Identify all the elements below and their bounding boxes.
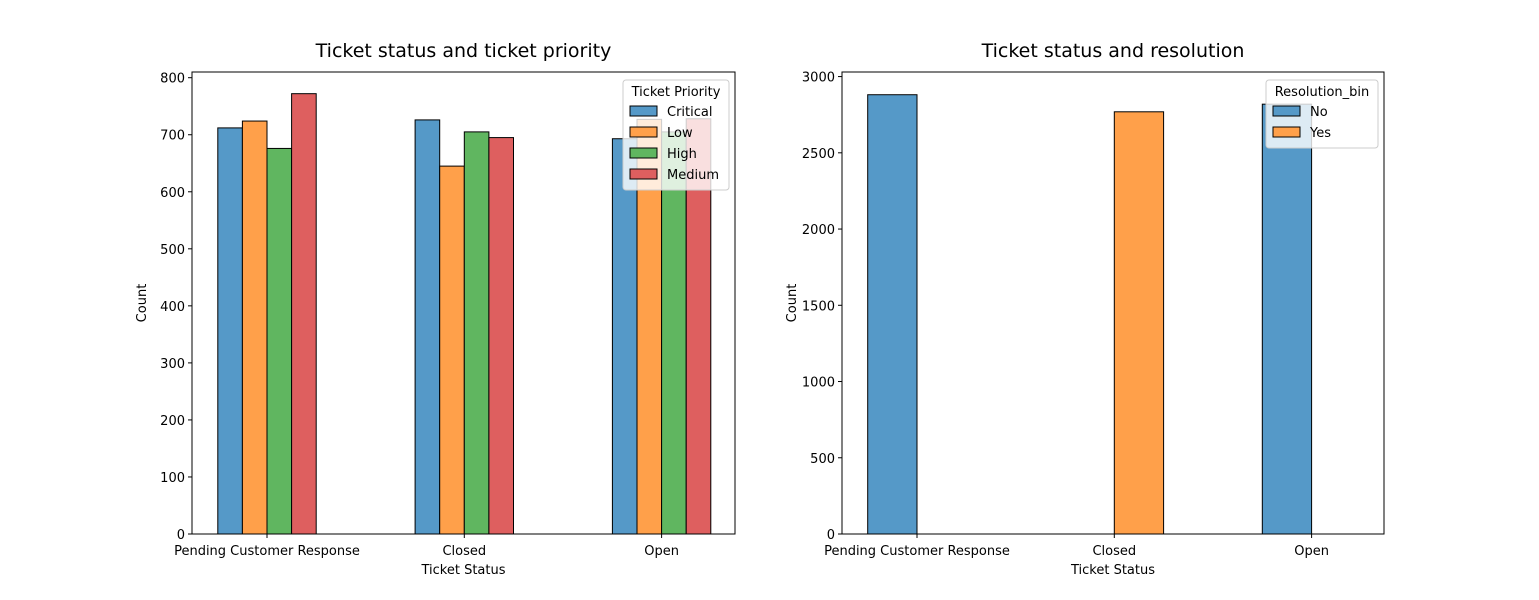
chart-1: Ticket status and ticket priority 0 100 200… xyxy=(135,40,736,578)
bar-no-1 xyxy=(867,94,918,535)
legend: Resolution_bin No Yes xyxy=(1265,79,1379,149)
bar-yes-2 xyxy=(1113,111,1165,535)
x-axis-label: Ticket Status xyxy=(1070,563,1155,578)
y-tick-label: 200 xyxy=(160,414,185,429)
y-tick-label: 700 xyxy=(160,129,185,144)
legend-swatch-low xyxy=(629,126,658,138)
legend-title: Ticket Priority xyxy=(631,85,721,100)
bar-critical-2 xyxy=(414,119,441,535)
bar-medium-1 xyxy=(291,93,317,535)
legend-label-yes: Yes xyxy=(1309,126,1331,141)
y-axis-label: Count xyxy=(785,284,800,323)
x-axis-label: Ticket Status xyxy=(420,563,505,578)
y-tick-label: 500 xyxy=(160,243,185,258)
y-tick-label: 2500 xyxy=(802,147,835,162)
chart-title: Ticket status and resolution xyxy=(981,40,1245,62)
x-tick-label: Pending Customer Response xyxy=(174,544,360,559)
bar-high-2 xyxy=(463,131,490,535)
x-tick-label: Open xyxy=(1294,544,1329,559)
bar-critical-1 xyxy=(217,127,243,535)
legend-swatch-high xyxy=(629,147,658,159)
legend-swatch-yes xyxy=(1272,126,1301,138)
x-tick-label: Pending Customer Response xyxy=(824,544,1010,559)
legend-title: Resolution_bin xyxy=(1275,85,1370,100)
legend-swatch-no xyxy=(1272,105,1301,117)
legend-label-medium: Medium xyxy=(667,168,719,183)
y-tick-label: 100 xyxy=(160,471,185,486)
bar-high-1 xyxy=(266,147,293,535)
y-tick-label: 300 xyxy=(160,357,185,372)
legend-label-low: Low xyxy=(667,126,693,141)
y-tick-label: 1000 xyxy=(802,376,835,391)
plot-frame xyxy=(841,71,1385,535)
bar-high-3 xyxy=(661,131,687,535)
bar-low-2 xyxy=(439,165,465,535)
legend-label-no: No xyxy=(1310,105,1328,120)
y-tick-label: 0 xyxy=(177,528,185,543)
y-tick-label: 800 xyxy=(160,72,185,87)
y-tick-label: 400 xyxy=(160,300,185,315)
y-axis-label: Count xyxy=(135,284,150,323)
legend-label-high: High xyxy=(667,147,697,162)
x-tick-label: Open xyxy=(644,544,679,559)
x-tick-label: Closed xyxy=(1092,544,1136,559)
plot-frame xyxy=(191,71,736,535)
x-tick-label: Closed xyxy=(442,544,486,559)
legend-swatch-medium xyxy=(629,168,658,180)
bar-no-3 xyxy=(1261,103,1313,535)
chart-2: Ticket status and resolution 0 500 1000 1500… xyxy=(785,40,1385,578)
y-tick-label: 3000 xyxy=(802,71,835,86)
chart-title: Ticket status and ticket priority xyxy=(315,40,612,62)
bar-critical-3 xyxy=(611,138,638,535)
y-tick-label: 0 xyxy=(827,528,835,543)
y-tick-label: 2000 xyxy=(802,223,835,238)
y-tick-label: 1500 xyxy=(802,299,835,314)
legend: Ticket Priority Critical Low High Medium xyxy=(622,79,730,191)
y-tick-label: 600 xyxy=(160,186,185,201)
bar-medium-2 xyxy=(488,137,514,535)
bar-low-1 xyxy=(241,120,268,535)
legend-swatch-critical xyxy=(629,105,658,117)
y-tick-label: 500 xyxy=(810,452,835,467)
legend-label-critical: Critical xyxy=(667,105,712,120)
